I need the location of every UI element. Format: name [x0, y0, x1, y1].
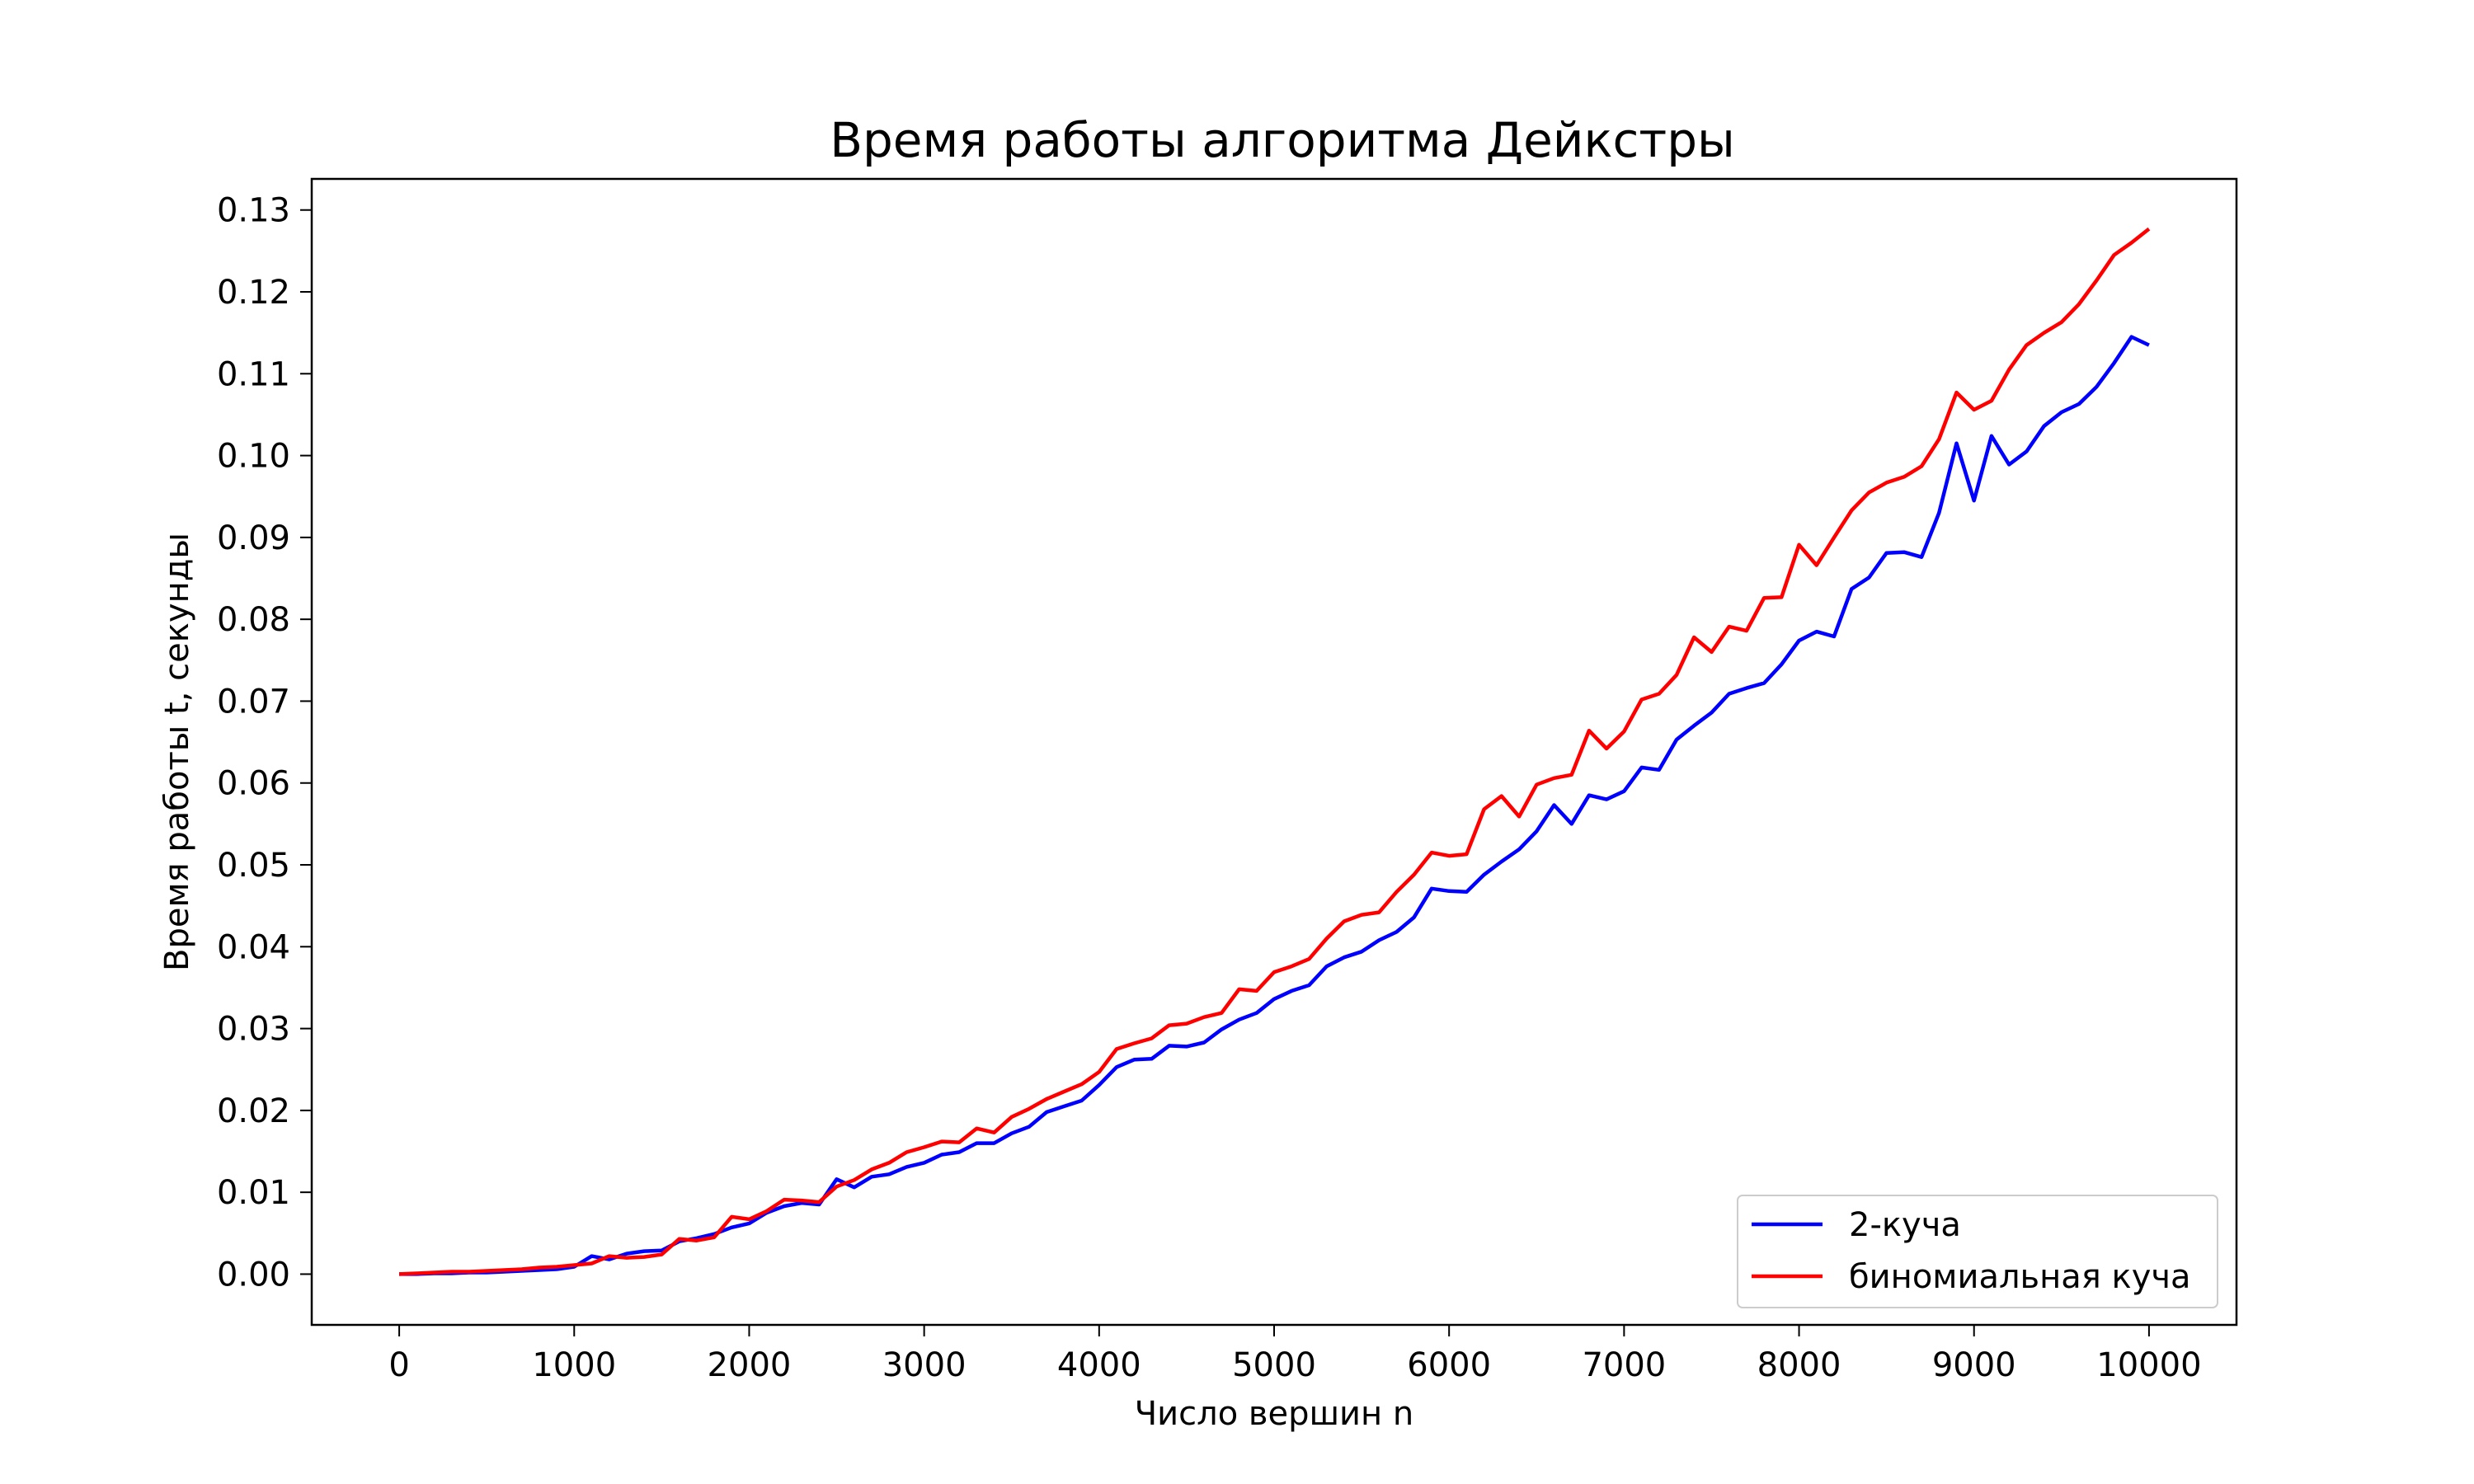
x-axis-label: Число вершин n: [1135, 1395, 1414, 1433]
x-tick-label: 9000: [1932, 1346, 2016, 1384]
y-tick-label: 0.08: [217, 601, 290, 639]
y-tick-label: 0.02: [217, 1092, 290, 1130]
y-axis-ticks: 0.00 0.01 0.02 0.03 0.04 0.05 0.06 0.07 0.08 0.09…: [217, 192, 312, 1294]
y-tick-label: 0.10: [217, 438, 290, 476]
x-tick-label: 4000: [1057, 1346, 1141, 1384]
x-tick-label: 1000: [532, 1346, 616, 1384]
series-line-binomial-heap: [399, 227, 2151, 1276]
x-tick-label: 2000: [708, 1346, 792, 1384]
chart-title: Время работы алгоритма Дейкстры: [830, 112, 1735, 168]
y-tick-label: 0.11: [217, 355, 290, 393]
legend-box: [1737, 1195, 2218, 1308]
y-tick-label: 0.04: [217, 928, 290, 966]
x-tick-label: 10000: [2096, 1346, 2201, 1384]
y-axis-label: Время работы t, секунды: [158, 533, 196, 971]
y-tick-label: 0.07: [217, 683, 290, 721]
x-tick-label: 8000: [1757, 1346, 1841, 1384]
y-tick-label: 0.12: [217, 274, 290, 312]
y-tick-label: 0.05: [217, 847, 290, 885]
x-tick-label: 7000: [1582, 1346, 1666, 1384]
x-tick-label: 3000: [882, 1346, 967, 1384]
y-tick-label: 0.13: [217, 192, 290, 230]
y-tick-label: 0.03: [217, 1011, 290, 1049]
y-tick-label: 0.09: [217, 519, 290, 557]
legend-label-binomial-heap: биномиальная куча: [1849, 1258, 2191, 1296]
legend-label-2-heap: 2-куча: [1849, 1206, 1961, 1244]
y-tick-label: 0.00: [217, 1256, 290, 1294]
y-tick-label: 0.01: [217, 1174, 290, 1212]
y-tick-label: 0.06: [217, 765, 290, 803]
x-tick-label: 0: [388, 1346, 409, 1384]
x-tick-label: 6000: [1407, 1346, 1491, 1384]
legend: 2-куча биномиальная куча: [1737, 1195, 2218, 1308]
plot-lines: [399, 227, 2151, 1276]
x-tick-label: 5000: [1232, 1346, 1316, 1384]
x-axis-ticks: 0 1000 2000 3000 4000 5000 6000 7000 8000 9000 100…: [388, 1325, 2202, 1384]
